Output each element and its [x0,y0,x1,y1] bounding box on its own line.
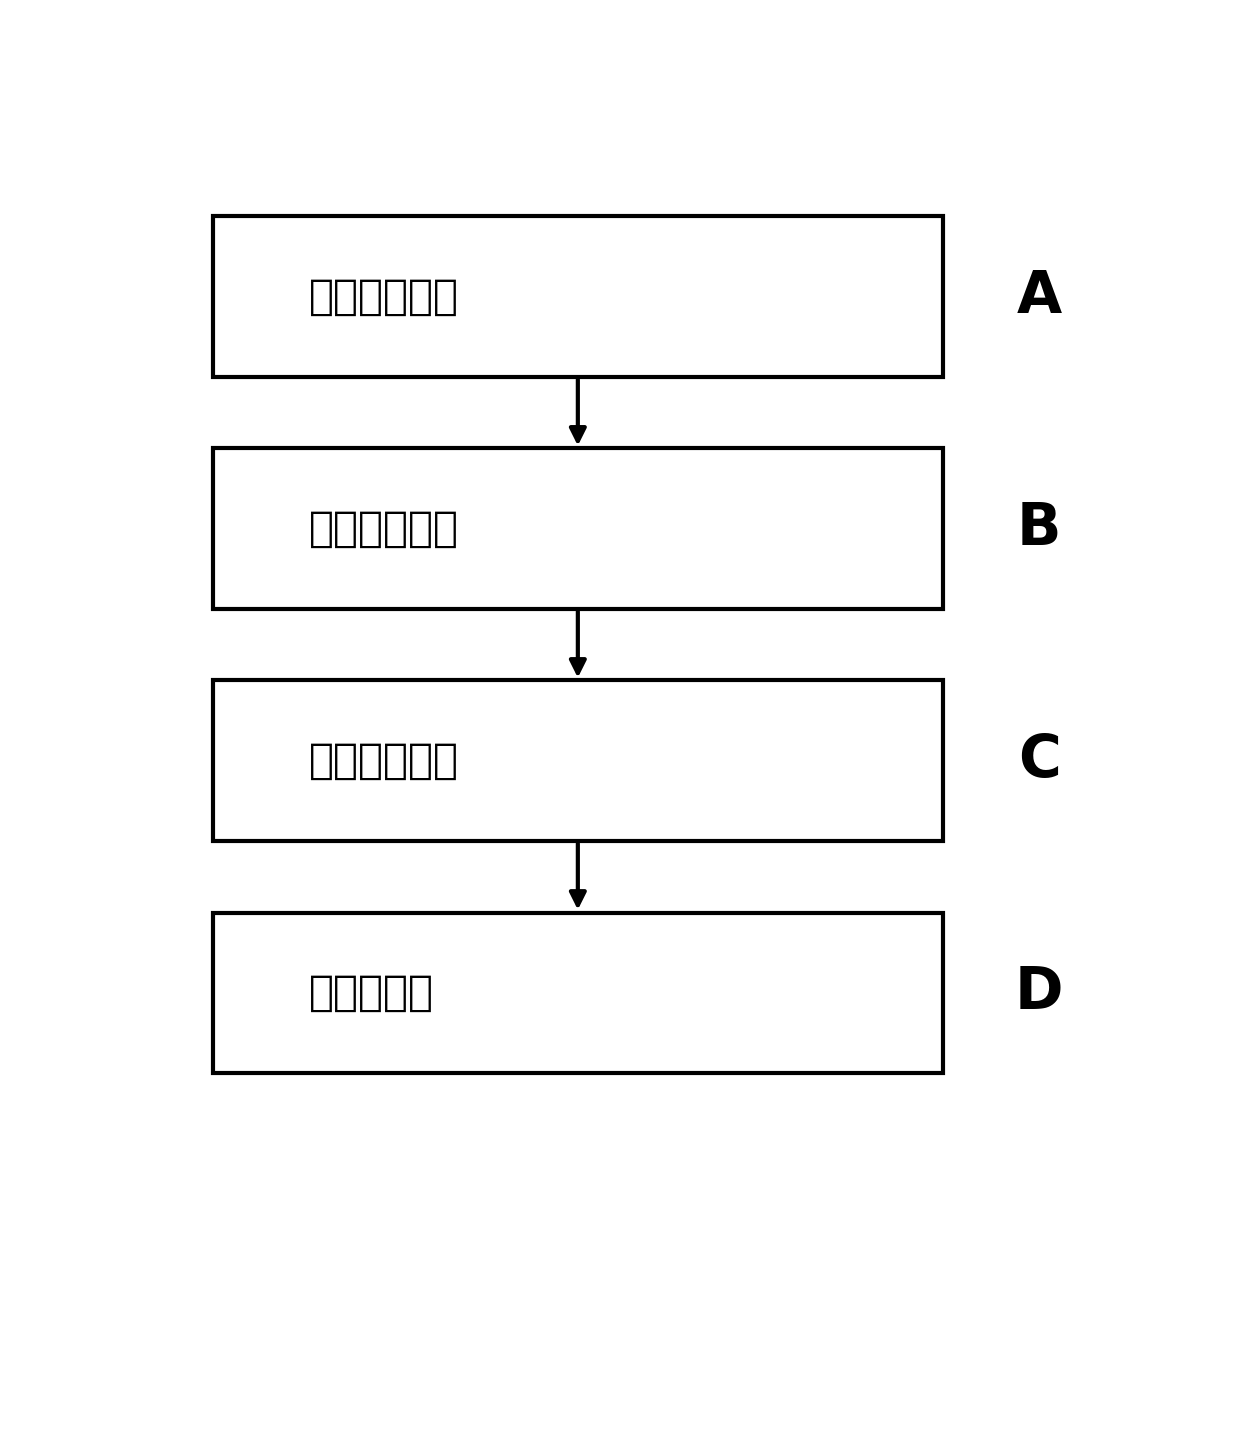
Text: A: A [1017,268,1061,324]
Text: 杂质沾污去除: 杂质沾污去除 [309,276,459,317]
Text: 杂质沾污去除: 杂质沾污去除 [309,739,459,782]
Bar [213,913,942,1073]
Text: C: C [1018,732,1060,789]
Text: D: D [1014,964,1064,1022]
Text: 热退火处理: 热退火处理 [309,971,434,1013]
Text: B: B [1017,499,1061,557]
Text: 表面缺陷处理: 表面缺陷处理 [309,508,459,550]
Bar [213,448,942,608]
Bar [213,217,942,376]
Bar [213,680,942,841]
